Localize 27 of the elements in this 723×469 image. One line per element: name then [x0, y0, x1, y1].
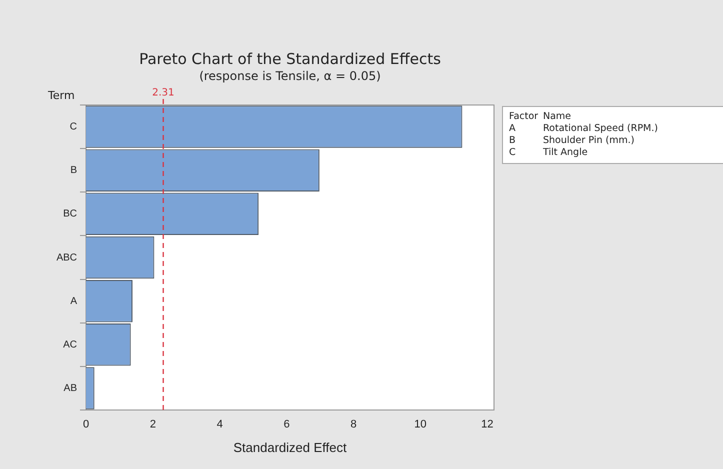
text: Rotational Speed (RPM.) — [543, 123, 659, 135]
y-tick-label: ABC — [56, 252, 77, 264]
x-tick-label: 12 — [481, 418, 494, 431]
y-tick-label: C — [70, 122, 77, 133]
ref-line-label: 2.31 — [152, 88, 174, 99]
chart-title: Pareto Chart of the Standardized Effects — [138, 50, 442, 68]
x-tick-label: 6 — [284, 418, 290, 431]
x-tick-label: 4 — [216, 418, 223, 431]
y-axis-title: Term — [48, 89, 75, 102]
x-tick-label: 0 — [82, 418, 90, 431]
x-tick-label: 2 — [150, 418, 156, 431]
text: Shoulder Pin (mm.) — [543, 135, 636, 147]
y-tick-label: BC — [63, 208, 77, 220]
text: C — [509, 147, 517, 159]
y-tick-label: AB — [64, 382, 78, 394]
text: Factor — [509, 111, 540, 123]
y-tick-label: AC — [63, 339, 77, 350]
text: Tilt Angle — [543, 147, 589, 159]
text: Name — [543, 111, 572, 123]
text: A — [509, 123, 516, 135]
y-tick-label: B — [70, 165, 78, 176]
text: B — [509, 135, 517, 147]
x-tick-label: 10 — [414, 418, 427, 431]
x-tick-label: 8 — [350, 418, 357, 431]
y-tick-label: A — [70, 296, 78, 307]
x-axis-title: Standardized Effect — [233, 440, 347, 455]
chart-subtitle: (response is Tensile, α = 0.05) — [198, 69, 382, 83]
